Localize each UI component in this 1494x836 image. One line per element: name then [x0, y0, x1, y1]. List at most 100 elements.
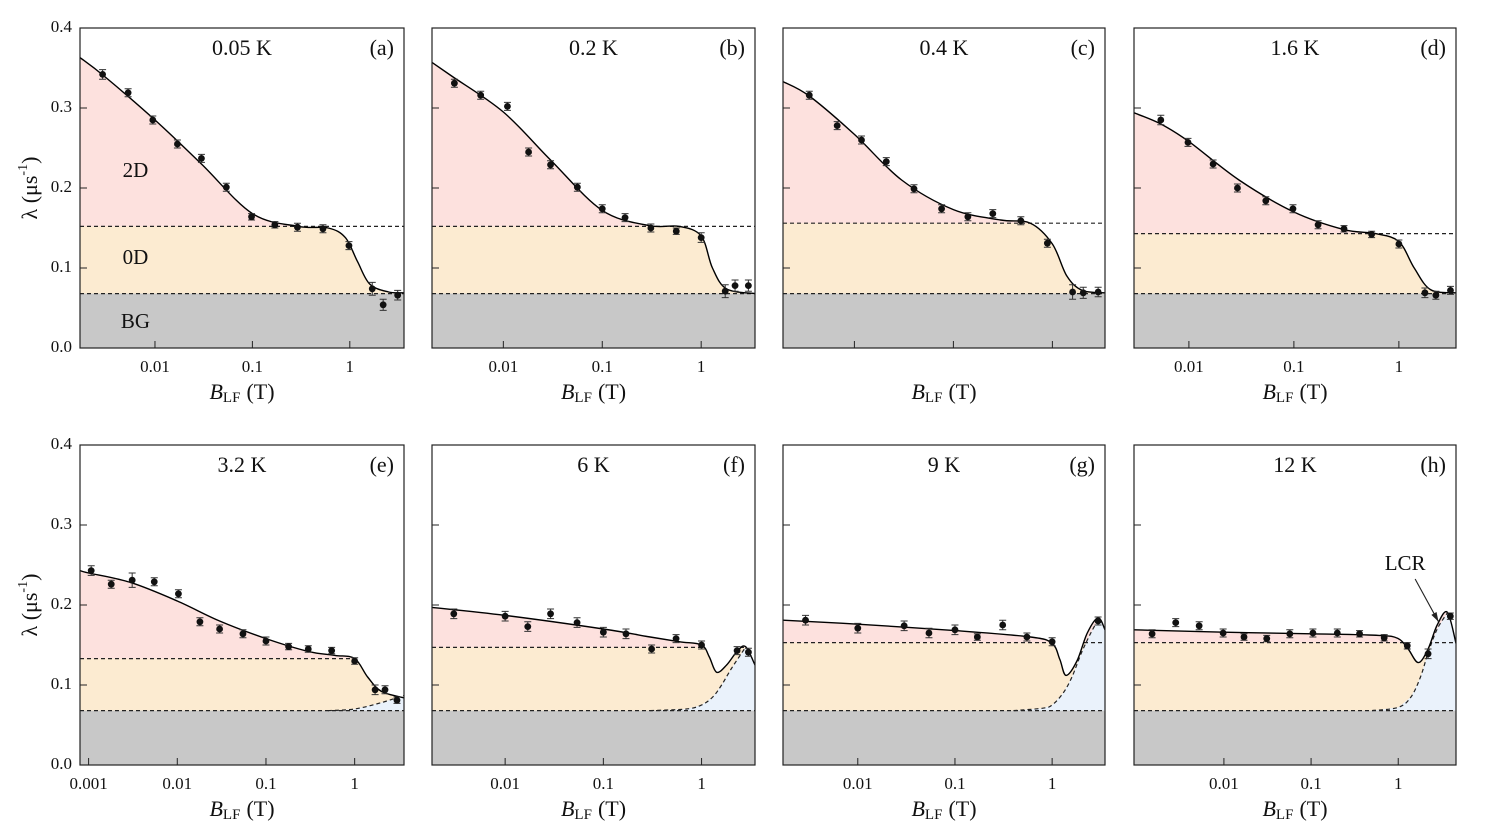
y-tick-label: 0.1 [51, 674, 72, 693]
panel: 0.01 0.1 1 0.2 K (b) BLF (T) [431, 27, 756, 406]
annotation: LCR [1385, 551, 1426, 575]
x-axis-label: BLF (T) [209, 796, 274, 823]
x-tick-label: 0.1 [592, 357, 613, 376]
data-point [547, 161, 554, 169]
data-point [248, 213, 255, 221]
clip-group [432, 647, 755, 711]
panel-label: (g) [1069, 452, 1095, 477]
annotation: 2D [123, 158, 149, 182]
data-point [1048, 638, 1056, 646]
data-point [573, 619, 581, 626]
x-tick-label: 0.1 [1300, 774, 1321, 793]
plot-area [432, 606, 755, 765]
data-point [1314, 221, 1322, 229]
data-point [1447, 287, 1454, 294]
panel-label: (d) [1420, 35, 1446, 60]
panel-label: (a) [370, 35, 394, 60]
data-point [107, 580, 115, 588]
data-point [621, 214, 629, 222]
x-label-main: B [911, 796, 924, 821]
data-point [925, 629, 933, 637]
data-point [294, 223, 301, 231]
data-point [882, 158, 890, 166]
panel: 0.01 0.1 1 12 K (h) BLF (T) LCR [1133, 444, 1457, 823]
data-point [128, 576, 136, 584]
y-tick-label: 0.0 [51, 337, 72, 356]
region-0d [80, 658, 404, 711]
data-point [1421, 289, 1429, 297]
data-point [525, 148, 532, 156]
data-point [379, 301, 387, 309]
data-point [216, 625, 223, 633]
data-point [1184, 139, 1192, 146]
region-0d [432, 226, 755, 294]
y-label-main: λ (μs [17, 593, 42, 637]
data-point [1094, 288, 1102, 296]
x-tick-label: 1 [1048, 774, 1057, 793]
data-point [1219, 629, 1227, 637]
data-point [1234, 184, 1241, 192]
y-tick-label: 0.3 [51, 97, 72, 116]
x-label-main: B [911, 379, 924, 404]
x-axis-label: BLF (T) [911, 796, 976, 823]
x-label-sub: LF [574, 807, 592, 823]
data-point [1094, 617, 1102, 625]
x-tick-label: 1 [697, 357, 706, 376]
data-point [175, 590, 182, 598]
x-label-unit: (T) [246, 379, 274, 404]
data-point [393, 696, 401, 704]
data-point [598, 205, 606, 213]
clip-group [80, 658, 404, 711]
region-lcr [80, 695, 404, 711]
panel-title: 1.6 K [1271, 35, 1320, 60]
region-lcr [432, 647, 755, 711]
x-tick-label: 0.1 [255, 774, 276, 793]
data-point [149, 116, 157, 124]
x-label-sub: LF [574, 390, 592, 406]
fit-line [783, 80, 1105, 294]
data-point [1262, 197, 1270, 205]
data-point [698, 641, 705, 649]
x-label-sub: LF [223, 390, 241, 406]
data-point [648, 645, 656, 653]
x-tick-label: 1 [1395, 357, 1404, 376]
region-bg [783, 293, 1105, 348]
x-axis-label: BLF (T) [911, 379, 976, 406]
data-point [1380, 634, 1388, 642]
data-point [964, 213, 972, 221]
y-tick-label: 0.1 [51, 257, 72, 276]
y-tick-label: 0.4 [51, 434, 73, 453]
data-point [833, 122, 841, 129]
x-label-main: B [561, 379, 574, 404]
x-tick-label: 0.01 [843, 774, 873, 793]
data-point [1446, 612, 1454, 620]
x-axis-label: BLF (T) [1262, 796, 1327, 823]
data-point [647, 224, 655, 232]
x-label-unit: (T) [948, 796, 976, 821]
data-point [547, 610, 554, 618]
fit-line [80, 57, 404, 294]
data-point [394, 291, 402, 299]
annotation: BG [121, 309, 150, 333]
x-label-unit: (T) [948, 379, 976, 404]
x-label-main: B [209, 796, 222, 821]
data-point [854, 624, 862, 632]
x-label-sub: LF [925, 807, 943, 823]
panel-label: (c) [1071, 35, 1095, 60]
region-lcr [783, 619, 1105, 711]
x-label-main: B [1262, 796, 1275, 821]
y-tick-label: 0.4 [51, 17, 73, 36]
panel-title: 0.4 K [920, 35, 969, 60]
x-axis-label: BLF (T) [1262, 379, 1327, 406]
data-point [1079, 289, 1087, 297]
data-point [271, 221, 279, 229]
data-point [328, 647, 336, 654]
region-0d [783, 223, 1105, 294]
panel: 0.01 0.1 1 1.6 K (d) BLF (T) [1133, 27, 1457, 406]
data-point [573, 183, 581, 191]
data-point [368, 285, 376, 293]
data-point [1309, 629, 1317, 637]
x-label-main: B [209, 379, 222, 404]
data-point [672, 635, 680, 642]
